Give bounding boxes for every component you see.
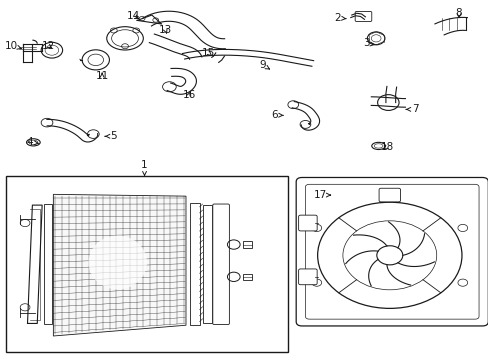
Text: 13: 13	[159, 25, 172, 35]
FancyBboxPatch shape	[354, 12, 371, 22]
Text: 1: 1	[141, 160, 147, 176]
Text: 5: 5	[105, 131, 117, 141]
Bar	[242, 241, 252, 248]
FancyBboxPatch shape	[378, 188, 400, 202]
Text: 17: 17	[313, 190, 330, 200]
FancyBboxPatch shape	[298, 215, 317, 231]
Text: 7: 7	[406, 104, 418, 114]
Text: 18: 18	[380, 141, 393, 152]
FancyBboxPatch shape	[212, 204, 229, 324]
Text: 4: 4	[26, 138, 39, 147]
Text: 6: 6	[271, 110, 283, 120]
Polygon shape	[53, 194, 185, 336]
Bar	[43, 204, 52, 324]
Text: 3: 3	[363, 39, 373, 48]
FancyBboxPatch shape	[298, 269, 317, 285]
Text: 11: 11	[95, 71, 108, 81]
Bar	[5, 176, 288, 352]
Text: 2: 2	[333, 13, 346, 23]
Bar	[203, 205, 211, 323]
Bar	[189, 203, 199, 325]
Text: 9: 9	[259, 60, 269, 70]
Text: 8: 8	[455, 8, 462, 18]
Bar	[242, 274, 252, 280]
Text: 14: 14	[126, 11, 140, 21]
FancyBboxPatch shape	[305, 184, 478, 319]
FancyBboxPatch shape	[296, 177, 488, 326]
Ellipse shape	[88, 235, 147, 289]
Text: 16: 16	[183, 90, 196, 100]
Text: 12: 12	[41, 41, 55, 50]
Text: 10: 10	[5, 41, 21, 50]
Text: 15: 15	[202, 48, 215, 58]
